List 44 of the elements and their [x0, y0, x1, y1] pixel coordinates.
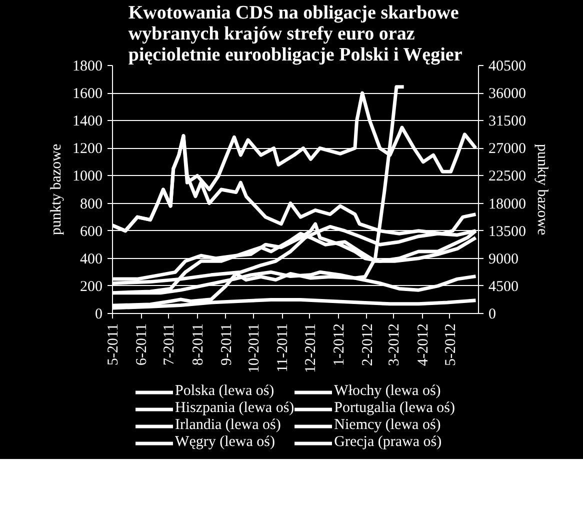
x-tick-label: 9-2011	[218, 323, 235, 366]
legend-label: Węgry (lewa oś)	[175, 434, 275, 451]
y-tick-label: 1800	[72, 58, 102, 74]
y2-tick-label: 0	[488, 306, 496, 322]
chart-title: Kwotowania CDS na obligacje skarbowe wybranych krajów strefy euro oraz pięcioletnie euroobligacje Polski i Węgier	[128, 2, 463, 66]
x-tick-label: 6-2011	[134, 323, 150, 366]
x-tick-label: 2-2012	[360, 323, 376, 366]
y-tick-label: 1600	[72, 86, 102, 102]
y2-tick-label: 9000	[488, 251, 518, 268]
y-tick-label: 1400	[72, 114, 102, 130]
legend-label: Grecja (prawa oś)	[334, 434, 442, 451]
legend-label: Polska (lewa oś)	[175, 383, 274, 400]
y-axis-title: punkty bazowe	[48, 144, 64, 236]
x-tick-label: 3-2012	[386, 323, 403, 366]
y-tick-label: 200	[80, 278, 102, 295]
x-tick-label: 7-2011	[162, 323, 178, 366]
y2-tick-label: 13500	[488, 224, 526, 240]
y2-tick-label: 22500	[488, 168, 526, 185]
legend-label: Hiszpania (lewa oś)	[175, 400, 294, 417]
x-tick-label: 1-2012	[331, 323, 348, 366]
x-tick-label: 10-2011	[246, 323, 263, 373]
x-tick-label: 11-2011	[275, 323, 292, 372]
y-tick-label: 600	[80, 224, 102, 240]
x-tick-label: 5-2011	[106, 323, 122, 366]
y2-axis-title: punkty bazowe	[534, 144, 550, 236]
legend-label: Irlandia (lewa oś)	[175, 417, 281, 434]
y-tick-label: 0	[95, 306, 102, 322]
x-tick-label: 4-2012	[415, 323, 432, 366]
legend-label: Niemcy (lewa oś)	[334, 417, 441, 434]
y2-tick-label: 40500	[488, 58, 526, 74]
y-tick-label: 800	[80, 196, 102, 212]
y-tick-label: 1000	[72, 168, 102, 185]
x-tick-label: 8-2011	[190, 323, 206, 366]
y2-tick-label: 18000	[488, 196, 526, 212]
legend-label: Włochy (lewa oś)	[334, 383, 441, 400]
y2-tick-label: 4500	[488, 278, 518, 295]
legend-label: Portugalia (lewa oś)	[334, 400, 455, 417]
x-tick-label: 12-2011	[302, 323, 319, 373]
y-tick-label: 1200	[72, 141, 102, 158]
y2-tick-label: 27000	[488, 141, 526, 158]
y2-tick-label: 36000	[488, 86, 526, 102]
y2-tick-label: 31500	[488, 114, 526, 130]
y-tick-label: 400	[80, 251, 102, 268]
x-tick-label: 5-2012	[442, 323, 459, 366]
